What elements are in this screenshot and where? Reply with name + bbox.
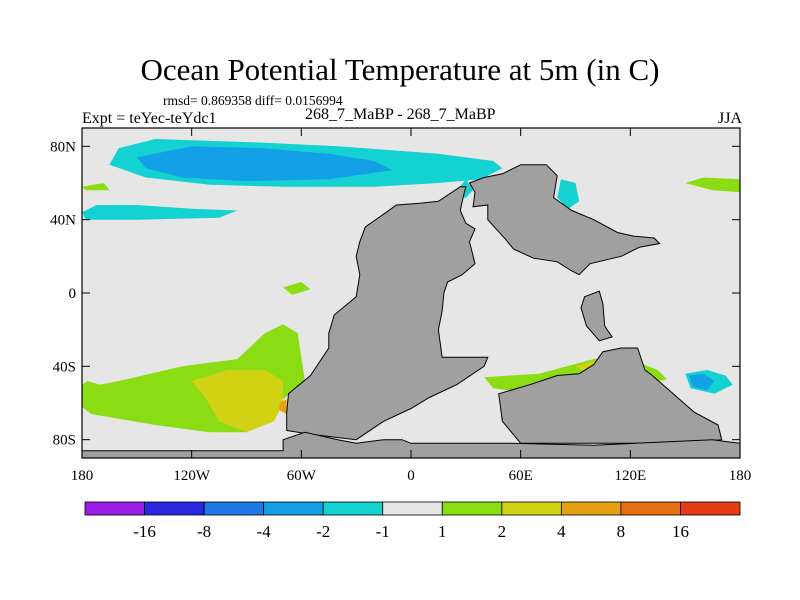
colorbar-box-10 [680, 501, 741, 516]
x-tick-label-5: 120E [614, 468, 646, 484]
anomaly-region-17 [685, 177, 740, 193]
colorbar-box-0 [84, 501, 145, 516]
anomaly-region-9 [191, 370, 284, 433]
colorbar-box-1 [144, 501, 205, 516]
colorbar-label-3: -2 [316, 522, 330, 541]
colorbar-box-9 [620, 501, 681, 516]
season-label: JJA [717, 110, 742, 127]
land-mass-4 [82, 431, 740, 458]
colorbar-label-2: -4 [257, 522, 272, 541]
x-tick-label-4: 60E [509, 468, 533, 484]
colorbar-label-4: -1 [376, 522, 390, 541]
colorbar-label-9: 16 [672, 522, 689, 541]
colorbar-label-0: -16 [133, 522, 156, 541]
y-tick-label-0: 80N [50, 139, 76, 155]
colorbar-box-8 [560, 501, 622, 516]
anomaly-region-2 [82, 205, 238, 220]
chart-title: Ocean Potential Temperature at 5m (in C) [140, 52, 660, 87]
x-tick-label-2: 60W [287, 468, 317, 484]
anomaly-region-11 [82, 381, 101, 403]
x-tick-label-0: 180 [71, 468, 94, 484]
land-mass-2 [580, 290, 613, 342]
colorbar-box-4 [322, 501, 384, 516]
anomaly-region-10 [279, 399, 287, 414]
x-tick-label-3: 0 [407, 468, 415, 484]
y-tick-label-1: 40N [50, 213, 76, 229]
stats-line: rmsd= 0.869358 diff= 0.0156994 [163, 93, 343, 108]
experiment-label: Expt = teYec-teYdc1 [82, 110, 217, 127]
anomaly-region-3 [557, 179, 580, 209]
colorbar-label-8: 8 [617, 522, 626, 541]
anomaly-region-7 [688, 373, 715, 391]
anomaly-region-15 [82, 183, 110, 191]
land-mass-0 [286, 186, 489, 441]
x-tick-label-6: 180 [729, 468, 752, 484]
anomaly-region-16 [283, 282, 311, 295]
colorbar-box-6 [441, 501, 503, 516]
y-tick-label-3: 40S [53, 359, 76, 375]
colorbar-label-5: 1 [438, 522, 447, 541]
colorbar-label-7: 4 [557, 522, 566, 541]
y-tick-label-4: 80S [53, 433, 76, 449]
colorbar-box-2 [203, 501, 265, 516]
case-label: 268_7_MaBP - 268_7_MaBP [305, 106, 496, 123]
anomaly-region-1 [136, 146, 393, 182]
land-mass-1 [468, 164, 661, 276]
land-layer [82, 164, 740, 458]
colorbar-box-3 [263, 501, 324, 516]
colorbar-box-7 [501, 501, 562, 516]
colorbar-box-5 [382, 501, 443, 516]
colorbar-label-1: -8 [197, 522, 211, 541]
axes-layer: 180 120W 60W 0 60E 120E 180 80N 40N 0 40S 80S [50, 128, 751, 484]
colorbar-label-6: 2 [498, 522, 507, 541]
colorbar: -16 -8 -4 -2 -1 1 2 4 8 16 [84, 501, 741, 541]
y-tick-label-2: 0 [69, 286, 77, 302]
x-tick-label-1: 120W [173, 468, 211, 484]
